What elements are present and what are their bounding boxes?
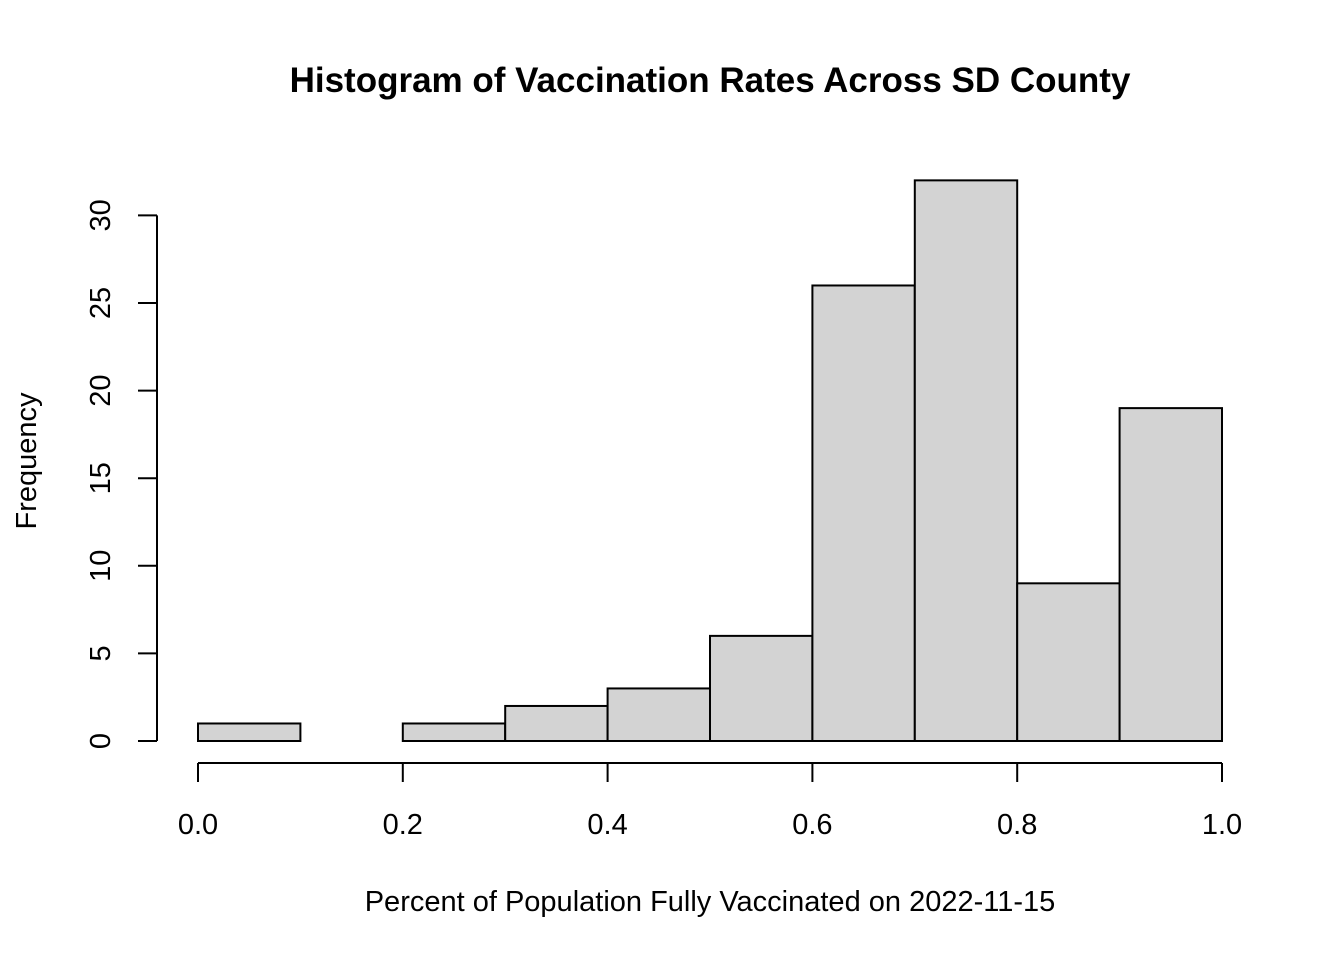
histogram-bar-7 — [913, 179, 1019, 743]
histogram-bar-3 — [504, 704, 609, 743]
histogram-bar-9 — [1118, 407, 1223, 742]
histogram-bar-6 — [811, 284, 916, 742]
histogram-bar-0 — [197, 722, 302, 742]
histogram-bar-8 — [1016, 582, 1121, 742]
y-tick-label-1: 5 — [85, 645, 117, 661]
y-tick-label-0: 0 — [85, 733, 117, 749]
x-axis-label: Percent of Population Fully Vaccinated o… — [365, 886, 1056, 918]
x-axis: 0.0 0.2 0.4 0.6 0.8 1.0 — [178, 762, 1242, 841]
y-tick-label-2: 10 — [85, 550, 117, 582]
x-tick-label-3: 0.6 — [792, 809, 832, 841]
histogram-bar-5 — [709, 634, 814, 743]
y-tick-label-5: 25 — [85, 287, 117, 319]
y-axis: 0 5 10 15 20 25 30 — [85, 199, 158, 749]
histogram-bar-2 — [401, 722, 507, 742]
histogram-bar-4 — [606, 687, 711, 743]
y-tick-label-4: 20 — [85, 374, 117, 406]
x-tick-label-5: 1.0 — [1202, 809, 1242, 841]
x-tick-label-0: 0.0 — [178, 809, 218, 841]
chart-title: Histogram of Vaccination Rates Across SD… — [290, 61, 1131, 100]
y-axis-label: Frequency — [11, 392, 43, 530]
y-tick-label-3: 15 — [85, 462, 117, 494]
y-tick-label-6: 30 — [85, 199, 117, 231]
x-tick-label-2: 0.4 — [587, 809, 627, 841]
x-tick-label-4: 0.8 — [997, 809, 1037, 841]
bars-layer — [197, 179, 1223, 743]
x-tick-label-1: 0.2 — [383, 809, 423, 841]
